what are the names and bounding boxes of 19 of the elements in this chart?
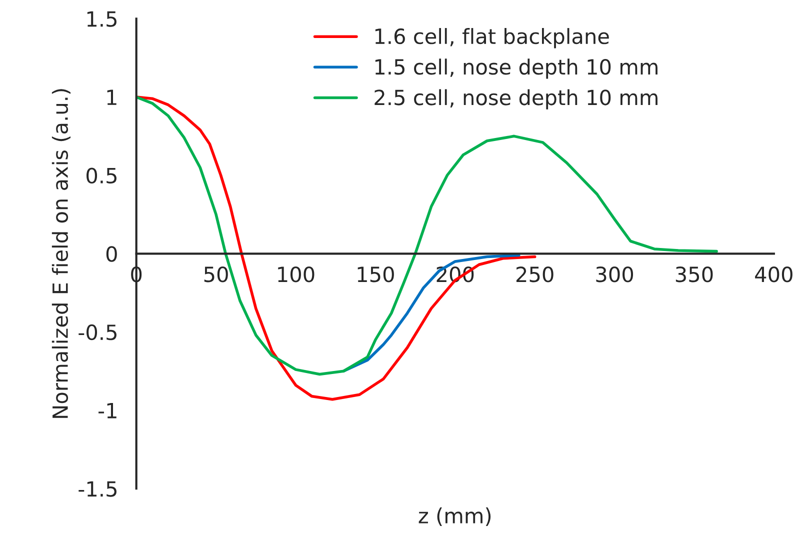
legend-label: 2.5 cell, nose depth 10 mm	[374, 89, 658, 110]
legend-label: 1.6 cell, flat backplane	[375, 28, 609, 48]
y-tick-label: 0	[106, 246, 117, 262]
x-tick-label: 250	[516, 266, 554, 282]
x-tick-label: 300	[596, 266, 634, 282]
legend-label: 1.5 cell, nose depth 10 mm	[375, 58, 658, 79]
x-tick-label: 100	[278, 266, 314, 282]
y-tick-label: -0.5	[78, 324, 116, 340]
y-tick-label: 1.5	[87, 11, 116, 27]
y-tick-label: 1	[107, 90, 116, 105]
x-tick-label: 50	[204, 266, 228, 282]
y-tick-label: -1.5	[78, 481, 116, 497]
x-axis-title: z (mm)	[418, 507, 491, 526]
y-axis-title: Normalized E field on axis (a.u.)	[52, 89, 70, 418]
y-tick-label: -1	[98, 403, 116, 418]
x-tick-label: 150	[358, 266, 394, 282]
y-tick-label: 0.5	[86, 168, 116, 184]
x-tick-label: 350	[676, 266, 713, 282]
x-tick-label: 400	[755, 266, 792, 282]
